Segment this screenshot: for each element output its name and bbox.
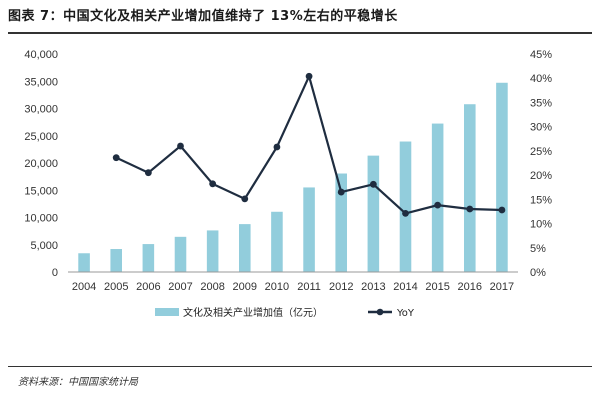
legend-bar-label: 文化及相关产业增加值（亿元） [183, 306, 323, 319]
chart-title: 图表 7：中国文化及相关产业增加值维持了 13%左右的平稳增长 [8, 9, 398, 24]
left-tick-label: 40,000 [24, 49, 58, 61]
x-tick-label: 2005 [104, 281, 128, 293]
source-note: 资料来源：中国国家统计局 [18, 377, 138, 388]
bar [496, 82, 508, 272]
x-tick-label: 2017 [490, 281, 514, 293]
x-axis: 2004 2005 2006 2007 2008 2009 2010 2011 2012 2013… [68, 271, 518, 293]
bar [174, 236, 187, 272]
left-tick-label: 10,000 [24, 213, 58, 225]
x-tick-label: 2004 [72, 281, 96, 293]
title-rule [8, 32, 592, 34]
yoy-point [434, 201, 442, 209]
bar [399, 141, 412, 272]
bar [335, 173, 347, 272]
yoy-point [177, 142, 184, 150]
right-tick-label: 40% [530, 73, 552, 85]
x-tick-label: 2014 [393, 281, 417, 293]
x-tick-label: 2006 [136, 281, 160, 293]
yoy-point [144, 169, 152, 177]
footer-rule [8, 366, 592, 367]
right-tick-label: 0% [530, 267, 546, 279]
bar [464, 104, 476, 273]
legend-bar-swatch [155, 308, 179, 316]
yoy-point [498, 206, 506, 214]
yoy-point [466, 205, 474, 213]
combo-chart: 0 5,000 10,000 15,000 20,000 25,000 30,000 35,0… [24, 49, 552, 319]
left-axis: 0 5,000 10,000 15,000 20,000 25,000 30,000 35,0… [24, 49, 58, 279]
legend: 文化及相关产业增加值（亿元） YoY [155, 306, 415, 319]
left-tick-label: 35,000 [24, 76, 58, 88]
x-tick-label: 2013 [361, 281, 385, 293]
legend-line-label: YoY [396, 308, 415, 319]
right-tick-label: 10% [530, 219, 552, 231]
left-tick-label: 0 [52, 267, 58, 279]
right-tick-label: 5% [530, 243, 546, 255]
bar-series [78, 82, 508, 273]
yoy-point [112, 154, 120, 162]
right-tick-label: 15% [530, 194, 552, 206]
x-tick-label: 2009 [233, 281, 257, 293]
x-tick-label: 2011 [297, 281, 321, 293]
x-tick-label: 2008 [200, 281, 224, 293]
x-tick-label: 2015 [425, 281, 449, 293]
x-tick-label: 2012 [329, 281, 353, 293]
x-tick-label: 2016 [458, 281, 482, 293]
bar [78, 253, 90, 272]
left-tick-label: 15,000 [24, 185, 58, 197]
yoy-point [305, 72, 313, 80]
yoy-point [369, 180, 377, 188]
bar [367, 155, 380, 272]
bar [431, 123, 444, 273]
left-tick-label: 25,000 [24, 131, 58, 143]
right-tick-label: 25% [530, 146, 552, 158]
left-tick-label: 20,000 [24, 158, 58, 170]
bar [239, 224, 251, 272]
yoy-point [241, 195, 249, 203]
right-axis: 0% 5% 10% 15% 20% 25% 30% 35% 40% 45% [530, 49, 552, 279]
yoy-point [402, 209, 409, 217]
left-tick-label: 5,000 [30, 240, 58, 252]
bar [142, 244, 155, 272]
right-tick-label: 45% [530, 49, 552, 61]
line-series [112, 72, 506, 217]
bar [206, 230, 219, 272]
yoy-point [337, 188, 345, 196]
left-tick-label: 30,000 [24, 104, 58, 116]
bar [110, 249, 122, 272]
legend-line-marker [376, 308, 384, 316]
right-tick-label: 20% [530, 170, 552, 182]
x-tick-label: 2010 [265, 281, 289, 293]
yoy-point [273, 143, 281, 151]
x-tick-label: 2007 [168, 281, 192, 293]
bar [271, 211, 283, 272]
yoy-point [209, 180, 217, 188]
right-tick-label: 35% [530, 97, 552, 109]
right-tick-label: 30% [530, 122, 552, 134]
bar [303, 187, 315, 272]
